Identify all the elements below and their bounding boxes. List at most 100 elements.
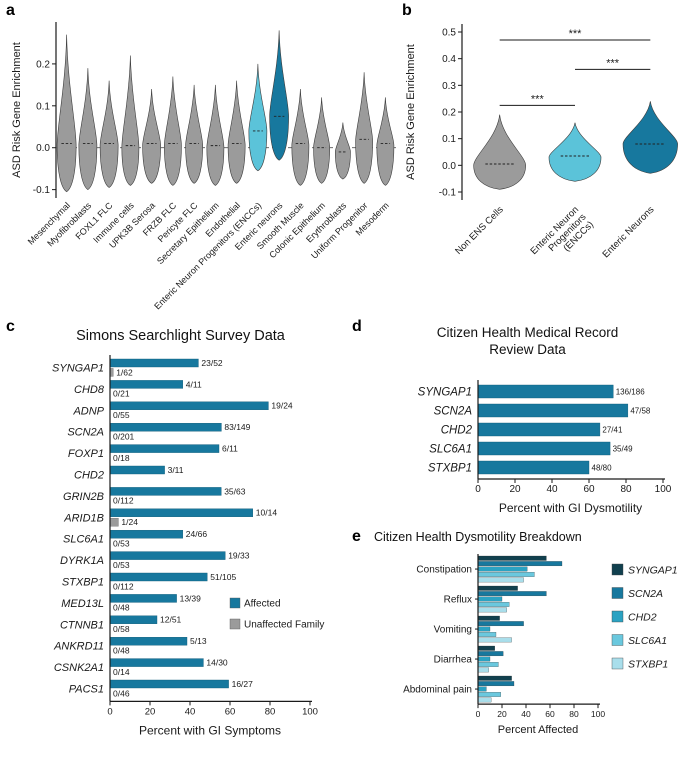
- panel-c-label: c: [6, 318, 15, 335]
- bar-unaffected-value-label: 0/53: [113, 560, 130, 570]
- bar-unaffected-value-label: 0/112: [113, 496, 134, 506]
- x-axis-title: Percent with GI Symptoms: [139, 723, 281, 737]
- panel-d-bar-chart: 136/186 SYNGAP1 47/58 SCN2A 27/41 CHD2 35/49 SL…: [418, 380, 672, 515]
- bar-affected-value-label: 51/105: [210, 572, 236, 582]
- violin-upk3b-serosa: [142, 89, 161, 184]
- bar-affected-grin2b: [109, 487, 222, 496]
- bar-diarrhea-slc6a1: [477, 662, 499, 667]
- bar-value-label: 136/186: [616, 387, 645, 396]
- violin-smooth-muscle: [291, 89, 310, 186]
- y-tick-label: 0.2: [442, 108, 456, 119]
- bar-vomiting-syngap1: [477, 615, 500, 621]
- y-tick-label: 0.1: [442, 134, 456, 145]
- y-tick-label: -0.1: [33, 185, 51, 196]
- bar-value-label: 27/41: [602, 425, 623, 434]
- bar-affected-value-label: 10/14: [256, 508, 278, 518]
- gene-label-syngap1: SYNGAP1: [52, 363, 104, 375]
- category-label: Vomiting: [434, 625, 472, 636]
- bar-affected-dyrk1a: [109, 551, 226, 560]
- violin-enteric-neuron: [548, 122, 602, 182]
- gene-label-slc6a1: SLC6A1: [63, 534, 104, 546]
- bar-unaffected-arid1b: [109, 517, 119, 527]
- x-tick-label: 0: [476, 709, 481, 719]
- bar-slc6a1: [477, 441, 611, 456]
- gene-label-foxp1: FOXP1: [68, 448, 104, 460]
- bar-reflux-stxbp1: [477, 607, 507, 613]
- bar-constipation-stxbp1: [477, 577, 524, 583]
- bar-affected-value-label: 6/11: [222, 444, 238, 454]
- x-tick-label: 0: [107, 706, 112, 717]
- bar-affected-arid1b: [109, 508, 254, 518]
- y-tick-label: 0.3: [442, 81, 456, 92]
- bar-affected-scn2a: [109, 422, 222, 432]
- bar-constipation-slc6a1: [477, 572, 535, 577]
- legend-swatch-stxbp1: [611, 657, 624, 670]
- x-tick-label: 20: [145, 706, 156, 717]
- legend-swatch-syngap1: [611, 563, 624, 576]
- panel-d-label: d: [352, 318, 362, 335]
- bar-value-label: 35/49: [613, 444, 634, 453]
- bar-diarrhea-stxbp1: [477, 667, 489, 673]
- x-tick-label: 100: [591, 709, 605, 719]
- x-tick-label: 100: [655, 484, 672, 495]
- bar-affected-value-label: 83/149: [224, 422, 250, 432]
- legend-label-stxbp1: STXBP1: [628, 659, 668, 671]
- x-category-label: Non ENS Cells: [453, 204, 506, 257]
- panel-e-grouped-bar-chart: Constipation Reflux Vomiting Diarrhea Abdomi…: [403, 554, 678, 736]
- violin-enteric-neurons: [269, 30, 289, 161]
- gene-label-grin2b: GRIN2B: [63, 491, 104, 503]
- bar-vomiting-stxbp1: [477, 637, 512, 643]
- legend-label-syngap1: SYNGAP1: [628, 565, 678, 577]
- panel-d-title-line2: Review Data: [489, 342, 566, 358]
- bar-affected-csnk2a1: [109, 658, 204, 667]
- legend-swatch-scn2a: [611, 587, 624, 599]
- legend-swatch-affected: [229, 597, 241, 609]
- gene-label-med13l: MED13L: [61, 598, 104, 610]
- bar-abdominal-pain-scn2a: [477, 681, 515, 687]
- bar-reflux-slc6a1: [477, 602, 510, 607]
- bar-affected-value-label: 35/63: [224, 486, 246, 496]
- bar-affected-pacs1: [109, 679, 229, 689]
- gene-label-scn2a: SCN2A: [67, 427, 104, 439]
- bar-diarrhea-scn2a: [477, 651, 504, 657]
- x-tick-label: 40: [521, 709, 531, 719]
- legend-swatch-chd2: [611, 610, 624, 623]
- bar-affected-value-label: 12/51: [160, 615, 182, 625]
- bar-vomiting-chd2: [477, 626, 491, 632]
- legend-label-chd2: CHD2: [628, 612, 657, 624]
- violin-colonic-epithelium: [313, 97, 331, 184]
- bar-reflux-syngap1: [477, 585, 518, 591]
- panel-d-title: Citizen Health Medical Record Review Dat…: [360, 324, 695, 359]
- bar-unaffected-value-label: 0/53: [113, 539, 130, 549]
- category-label: Constipation: [416, 565, 472, 576]
- bar-syngap1: [477, 384, 614, 399]
- bar-affected-value-label: 3/11: [168, 465, 184, 475]
- category-label: Reflux: [444, 595, 472, 606]
- y-tick-label: 0.5: [442, 28, 456, 39]
- bar-affected-value-label: 23/52: [201, 358, 223, 368]
- bar-abdominal-pain-chd2: [477, 686, 487, 692]
- bar-constipation-chd2: [477, 566, 528, 572]
- bar-abdominal-pain-stxbp1: [477, 697, 492, 703]
- gene-label-adnp: ADNP: [72, 405, 104, 417]
- bar-affected-value-label: 19/24: [271, 401, 293, 411]
- x-tick-label: 20: [509, 484, 521, 495]
- bar-affected-chd2: [109, 465, 165, 475]
- panel-b-violin-chart: 0.5 0.4 0.3 0.2 0.1 0.0 -0.1 ASD Risk Gene Enri…: [405, 24, 678, 260]
- x-tick-label: 60: [545, 709, 555, 719]
- panel-b-label: b: [402, 2, 412, 19]
- x-tick-label: 80: [620, 484, 632, 495]
- gene-label-arid1b: ARID1B: [63, 512, 104, 524]
- x-category-label: Enteric Neurons: [601, 204, 657, 260]
- violin-pericyte-flc: [185, 84, 203, 184]
- bar-diarrhea-syngap1: [477, 645, 495, 651]
- bar-stxbp1: [477, 460, 590, 475]
- significance-stars: ***: [531, 93, 545, 105]
- bar-diarrhea-chd2: [477, 656, 491, 662]
- gene-label-chd8: CHD8: [74, 384, 105, 396]
- x-tick-label: 40: [546, 484, 558, 495]
- bar-affected-value-label: 4/11: [186, 379, 202, 389]
- significance-stars: ***: [569, 28, 583, 40]
- violin-endothelial: [227, 80, 246, 184]
